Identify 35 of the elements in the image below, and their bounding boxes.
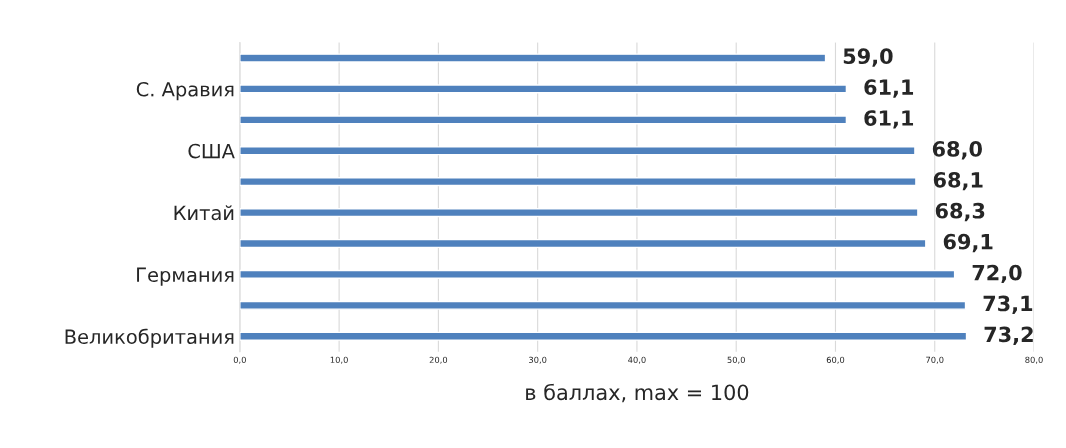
bar <box>239 208 919 218</box>
x-tick-label: 30,0 <box>529 356 547 364</box>
data-label: 73,1 <box>983 295 1033 315</box>
x-tick-label: 20,0 <box>429 356 448 364</box>
bar <box>239 177 917 187</box>
x-tick-label: 60,0 <box>826 356 845 364</box>
y-tick-label: Германия <box>137 267 234 286</box>
x-tick-label: 0,0 <box>233 356 246 364</box>
bar <box>239 331 968 341</box>
data-label: 72,0 <box>972 264 1022 284</box>
y-tick-label: Китай <box>174 205 234 221</box>
bar <box>239 300 967 310</box>
x-tick-label: 70,0 <box>926 356 944 364</box>
y-tick-label: США <box>188 143 235 159</box>
x-axis-title: в баллах, max = 100 <box>526 383 749 403</box>
bar <box>239 238 927 249</box>
x-tick-label: 80,0 <box>1025 356 1043 364</box>
y-tick-label: Великобритания <box>65 328 234 348</box>
data-label: 61,1 <box>864 110 914 129</box>
data-label: 59,0 <box>843 48 893 67</box>
bar <box>239 269 956 279</box>
y-tick-label: С. Аравия <box>136 81 234 101</box>
data-label: 69,1 <box>943 233 993 253</box>
bar <box>239 84 848 94</box>
x-tick-label: 40,0 <box>628 356 646 364</box>
data-label: 73,2 <box>984 326 1033 345</box>
bar <box>239 115 848 125</box>
data-label: 61,1 <box>864 79 914 98</box>
x-tick-label: 50,0 <box>727 356 745 364</box>
x-tick-label: 10,0 <box>330 356 348 364</box>
bar <box>239 146 916 156</box>
bar <box>239 53 827 63</box>
data-label: 68,1 <box>933 171 983 191</box>
data-label: 68,3 <box>935 202 985 222</box>
data-label: 68,0 <box>932 141 982 160</box>
